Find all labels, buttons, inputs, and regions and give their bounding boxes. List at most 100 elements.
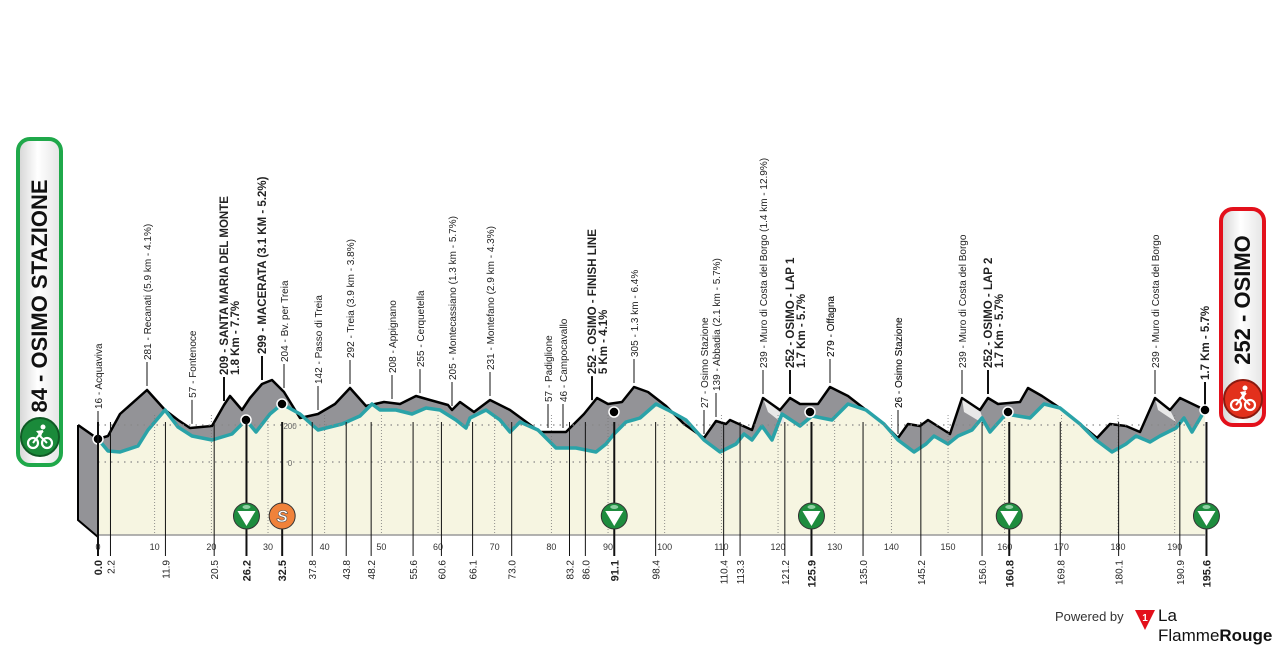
- brand-part-b: Rouge: [1219, 626, 1273, 645]
- waypoint-label: 239 - Muro di Costa del Borgo (1.4 km - …: [759, 158, 770, 368]
- km-marker-label: 32.5: [277, 560, 289, 581]
- cyclist-icon: [1222, 379, 1263, 419]
- svg-text:1: 1: [1142, 613, 1148, 624]
- finish-location-badge: 252 - OSIMO: [1219, 207, 1266, 427]
- sprint-markers: S: [232, 502, 1220, 530]
- waypoint-label: 279 - Offagna: [826, 296, 837, 357]
- powered-by-text: Powered by: [1055, 609, 1124, 624]
- km-marker-label: 55.6: [409, 560, 420, 580]
- x-tick-label: 150: [941, 542, 956, 552]
- waypoint-label: 299 - MACERATA (3.1 KM - 5.2%): [257, 176, 269, 354]
- waypoint-label: 231 - Montefano (2.9 km - 4.3%): [486, 226, 497, 370]
- x-tick-label: 70: [490, 542, 500, 552]
- route-point-dot: [1002, 406, 1014, 418]
- km-marker-label: 0.0: [93, 560, 105, 575]
- waypoint-label: 305 - 1.3 km - 6.4%: [630, 270, 641, 357]
- km-marker-label: 145.2: [917, 560, 928, 585]
- waypoint-label: 252 - OSIMO - LAP 2: [983, 258, 995, 368]
- waypoint-label: 26 - Osimo Stazione: [894, 317, 905, 408]
- waypoint-sublabel: 1.7 Km - 5.7%: [994, 294, 1006, 368]
- km-marker-label: 20.5: [210, 560, 221, 580]
- x-tick-label: 140: [884, 542, 899, 552]
- ground-area: [98, 404, 1205, 535]
- km-marker-label: 86.0: [581, 560, 592, 580]
- route-point-dot: [276, 398, 288, 410]
- waypoint-label: 57 - Fontenoce: [188, 330, 199, 398]
- km-marker-label: 37.8: [308, 560, 319, 580]
- x-tick-label: 60: [433, 542, 443, 552]
- svg-text:200: 200: [283, 422, 297, 431]
- x-tick-label: 90: [603, 542, 613, 552]
- brand-name: La FlammeRouge: [1158, 606, 1280, 646]
- waypoint-label: 46 - Campocavallo: [559, 318, 570, 402]
- waypoint-label: 27 - Osimo Stazione: [700, 317, 711, 408]
- waypoint-labels: 16 - Acquaviva 281 - Recanati (5.9 km - 4…: [94, 158, 1212, 409]
- x-tick-label: 30: [263, 542, 273, 552]
- km-marker-label: 169.8: [1056, 560, 1067, 585]
- km-marker-label: 190.9: [1176, 560, 1187, 585]
- x-tick-label: 160: [997, 542, 1012, 552]
- km-marker-label: 11.9: [161, 560, 172, 579]
- waypoint-label: 252 - OSIMO - FINISH LINE: [587, 229, 599, 374]
- km-marker-label: 135.0: [859, 560, 870, 585]
- x-tick-label: 120: [771, 542, 786, 552]
- km-markers: 0.0 2.2 11.9 20.5 26.2 32.5 37.8 43.8 48.2 55.6 60…: [93, 422, 1213, 588]
- waypoint-label: 281 - Recanati (5.9 km - 4.1%): [143, 224, 154, 360]
- svg-text:0: 0: [288, 459, 293, 468]
- intermediate-sprint-icon: [797, 502, 825, 530]
- km-marker-label: 195.6: [1201, 560, 1213, 588]
- brand-part-a: La Flamme: [1158, 606, 1220, 645]
- x-tick-label: 50: [376, 542, 386, 552]
- x-axis: 0102030405060708090100110120130140150160…: [95, 534, 1205, 552]
- x-tick-label: 100: [657, 542, 672, 552]
- km-marker-label: 60.6: [437, 560, 448, 580]
- km-marker-label: 98.4: [652, 560, 663, 580]
- waypoint-label: 279 - Offagna: [826, 296, 837, 357]
- km-marker-label: 48.2: [367, 560, 378, 580]
- x-tick-label: 20: [206, 542, 216, 552]
- km-marker-label: 2.2: [106, 560, 117, 574]
- x-tick-label: 10: [150, 542, 160, 552]
- route-point-dot: [1199, 404, 1211, 416]
- sprint-icon: S: [268, 502, 296, 530]
- x-tick-label: 190: [1167, 542, 1182, 552]
- waypoint-label: 252 - OSIMO - LAP 1: [785, 257, 797, 368]
- intermediate-sprint-icon: [232, 502, 260, 530]
- km-marker-label: 110.4: [720, 560, 731, 585]
- waypoint-label: 239 - Muro di Costa del Borgo: [1151, 234, 1162, 368]
- waypoint-label: 204 - Bv. per Treia: [280, 280, 291, 362]
- start-location-badge: 84 - OSIMO STAZIONE: [16, 137, 63, 467]
- waypoint-label: 255 - Cerquetella: [416, 290, 427, 367]
- x-tick-label: 130: [827, 542, 842, 552]
- x-tick-label: 170: [1054, 542, 1069, 552]
- x-tick-label: 40: [320, 542, 330, 552]
- flamme-rouge-logo-icon: 1: [1135, 610, 1155, 630]
- x-tick-label: 180: [1111, 542, 1126, 552]
- waypoint-sublabel: 1.7 Km - 5.7%: [796, 294, 808, 368]
- intermediate-sprint-icon: [995, 502, 1023, 530]
- waypoint-sublabel: 5 Km - 4.1%: [598, 310, 610, 375]
- svg-text:S: S: [277, 507, 289, 526]
- waypoint-label: 16 - Acquaviva: [94, 343, 105, 409]
- route-point-dot: [608, 406, 620, 418]
- waypoint-sublabel: 1.8 Km - 7.7%: [230, 301, 242, 375]
- km-marker-label: 113.3: [736, 560, 747, 585]
- km-marker-label: 180.1: [1115, 560, 1126, 585]
- x-tick-label: 110: [714, 542, 728, 552]
- km-marker-label: 66.1: [469, 560, 480, 580]
- waypoint-label: 292 - Treia (3.9 km - 3.8%): [346, 239, 357, 358]
- waypoint-label: 142 - Passo di Treia: [314, 295, 325, 384]
- waypoint-label: 1.7 Km - 5.7%: [1200, 306, 1212, 380]
- km-marker-label: 26.2: [241, 560, 253, 581]
- km-marker-label: 73.0: [508, 560, 519, 580]
- route-point-dot: [804, 406, 816, 418]
- intermediate-sprint-icon: [600, 502, 628, 530]
- waypoint-label: 139 - Abbadia (2.1 km - 5.7%): [712, 258, 723, 391]
- intermediate-sprint-icon: [1192, 502, 1220, 530]
- waypoint-label: 208 - Appignano: [388, 300, 399, 373]
- km-marker-label: 125.9: [806, 560, 818, 588]
- waypoint-label: 209 - SANTA MARIA DEL MONTE: [219, 196, 231, 375]
- km-marker-label: 43.8: [342, 560, 353, 580]
